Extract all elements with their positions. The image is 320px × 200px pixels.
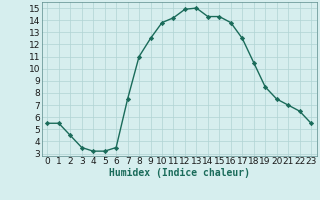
X-axis label: Humidex (Indice chaleur): Humidex (Indice chaleur) — [109, 168, 250, 178]
